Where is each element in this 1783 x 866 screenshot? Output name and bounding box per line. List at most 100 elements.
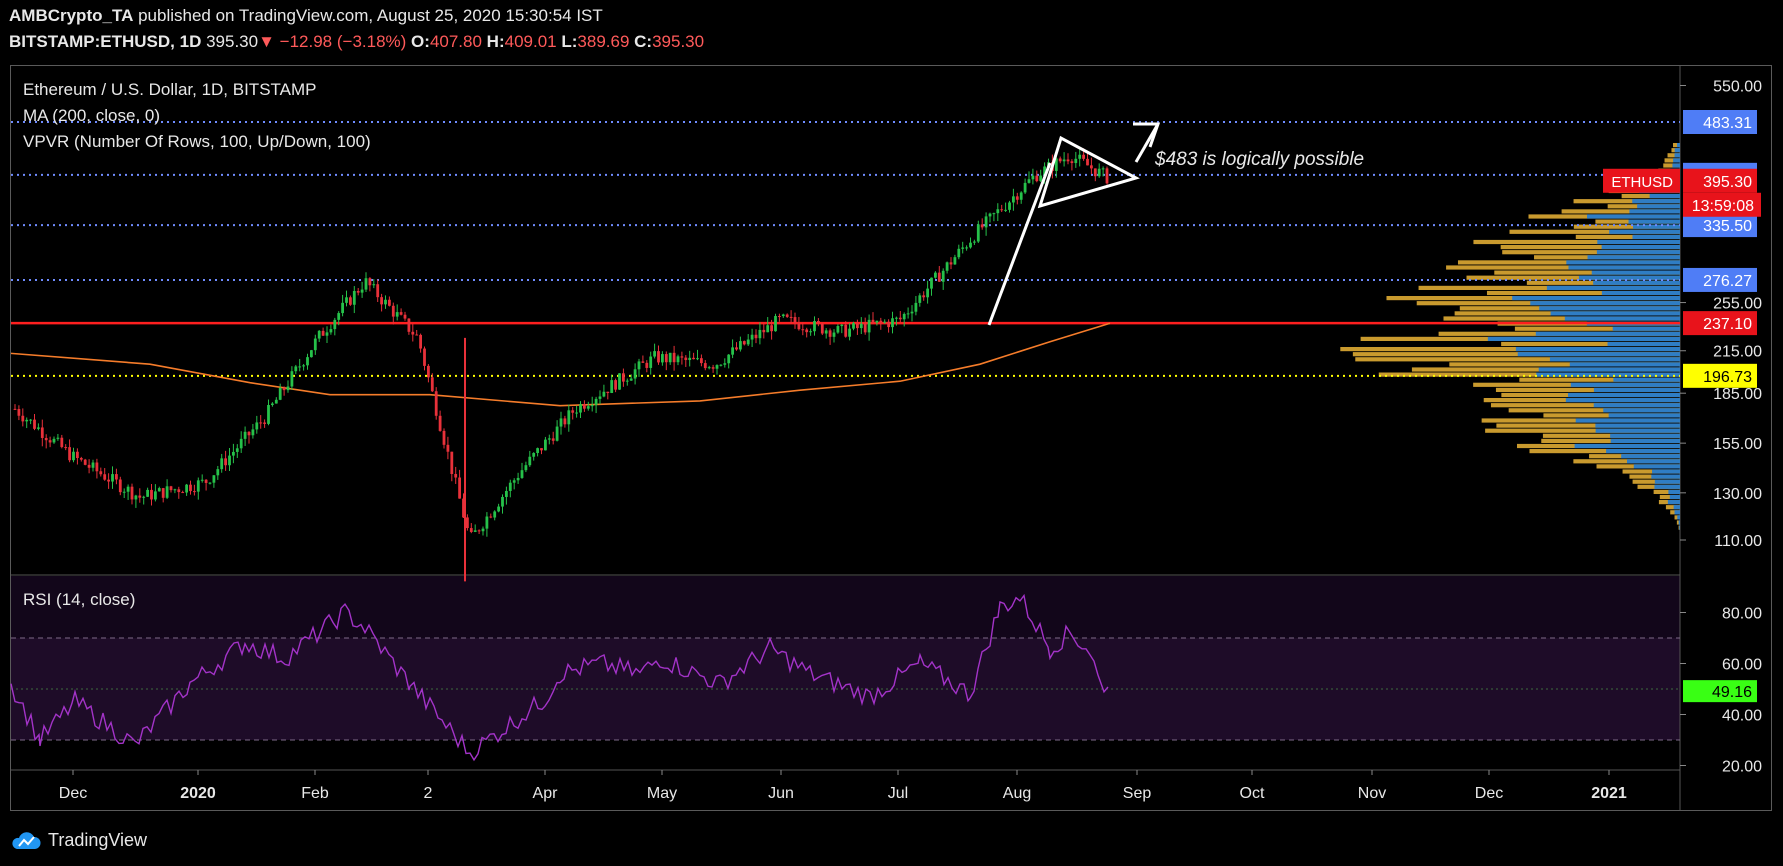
vpvr-bar-down (1514, 326, 1680, 331)
vpvr-bar-down (1443, 316, 1680, 321)
vpvr-bar-up (1487, 336, 1680, 341)
candle-body (762, 329, 766, 333)
candle-body (150, 489, 153, 500)
down-arrow-icon: ▼ (258, 32, 275, 51)
candle-body (1078, 154, 1082, 159)
time-tick-label: Jul (888, 785, 908, 802)
level-label-text: 335.50 (1703, 218, 1752, 235)
candle-body (317, 330, 321, 339)
candle-body (87, 464, 91, 468)
chart-title[interactable]: Ethereum / U.S. Dollar, 1D, BITSTAMP (23, 80, 317, 99)
vpvr-bar-up (1597, 239, 1680, 245)
vpvr-bar-up (1677, 515, 1680, 520)
candle-body (286, 386, 290, 391)
candle-body (189, 484, 192, 492)
vpvr-bar-up (1536, 372, 1680, 377)
publish-info: AMBCrypto_TA published on TradingView.co… (9, 6, 603, 26)
vpvr-bar-up (1668, 489, 1680, 494)
candle-body (895, 317, 898, 319)
candle-body (524, 465, 528, 471)
vpvr-bar-down (1378, 372, 1680, 377)
candle-body (337, 313, 341, 320)
vpvr-bar-down (1490, 403, 1680, 408)
candle-body (352, 290, 356, 305)
symbol-tag-box (1603, 168, 1680, 193)
candle-body (1086, 158, 1089, 166)
vpvr-bar-up (1651, 474, 1680, 479)
candle-body (72, 451, 75, 461)
vpvr-bar-down (1496, 423, 1680, 428)
candle-body (473, 530, 477, 532)
candle-body (516, 477, 520, 481)
symbol-label[interactable]: BITSTAMP:ETHUSD, 1D (9, 32, 202, 51)
symbol-tag-text: ETHUSD (1611, 174, 1673, 191)
vpvr-bar-down (1663, 163, 1680, 168)
rsi-tick-label: 20.00 (1722, 759, 1762, 776)
high-label: H: (486, 32, 505, 51)
candle-body (216, 469, 220, 476)
rsi-axis[interactable]: 80.00 60.00 40.00 20.00 49.16 (1680, 606, 1762, 776)
time-axis[interactable]: Dec 2020 Feb 2 Apr May Jun Jul Aug Sep Oct Nov Dec 20… (59, 770, 1627, 802)
vpvr-bar-up (1575, 418, 1680, 423)
vpvr-bar-up (1632, 234, 1680, 239)
candle-body (1101, 168, 1105, 170)
time-tick-label: 2020 (180, 785, 216, 802)
candle-body (637, 361, 641, 370)
candle-body (196, 480, 200, 492)
candle-body (345, 297, 348, 303)
candle-body (200, 479, 204, 481)
candle-body (906, 313, 910, 315)
vpvr-bar-down (1561, 209, 1680, 214)
candle-body (696, 358, 699, 360)
candle-body (528, 456, 532, 466)
candle-body (544, 439, 547, 451)
vpvr-bar-up (1546, 285, 1680, 290)
candle-body (138, 495, 142, 498)
candle-body (859, 323, 863, 329)
vpvr-bar-down (1340, 347, 1680, 352)
candle-body (360, 289, 364, 293)
ohlc-bar: BITSTAMP:ETHUSD, 1D 395.30▼ −12.98 (−3.1… (9, 32, 704, 52)
vpvr-bar-down (1508, 408, 1680, 413)
vpvr-bar-down (1665, 505, 1680, 510)
price-axis[interactable]: 550.00 255.00 215.00 185.00 155.00 130.00 110.… (1680, 78, 1762, 550)
author-name[interactable]: AMBCrypto_TA (9, 6, 134, 25)
candle-body (961, 247, 965, 249)
candle-body (438, 415, 442, 431)
candle-body (407, 318, 411, 332)
candle-body (668, 352, 672, 363)
time-tick-label: Apr (533, 785, 559, 802)
vpvr-bar-up (1632, 199, 1680, 204)
candle-body (976, 224, 980, 242)
candle-body (700, 358, 703, 364)
vpvr-bar-down (1573, 224, 1680, 229)
candle-body (805, 329, 809, 333)
level-label-box (1683, 311, 1757, 336)
candle-body (115, 474, 118, 480)
candle-body (33, 419, 36, 429)
candle-body (614, 380, 617, 390)
candle-body (274, 399, 278, 404)
candle-body (157, 488, 161, 492)
vpvr-bar-down (1502, 250, 1680, 255)
vpvr-bar-up (1633, 224, 1680, 229)
candle-body (988, 213, 992, 217)
vpvr-bar-up (1610, 433, 1680, 438)
time-tick-label: Feb (301, 785, 329, 802)
ma-legend[interactable]: MA (200, close, 0) (23, 106, 161, 125)
vpvr-bar-up (1530, 301, 1680, 306)
vpvr-bar-down (1355, 357, 1680, 362)
candle-body (719, 364, 723, 366)
arrow-head-icon (1133, 122, 1161, 148)
vpvr-bar-up (1593, 280, 1680, 285)
candle-body (844, 324, 848, 337)
vpvr-bar-up (1674, 510, 1680, 515)
tradingview-cloud-icon (12, 832, 41, 849)
candle-body (934, 272, 937, 278)
vpvr-legend[interactable]: VPVR (Number Of Rows, 100, Up/Down, 100) (23, 132, 371, 151)
vpvr-bar-up (1628, 219, 1680, 224)
rsi-legend[interactable]: RSI (14, close) (23, 590, 136, 609)
tradingview-footer[interactable]: TradingView (10, 826, 147, 854)
candle-body (204, 479, 208, 483)
